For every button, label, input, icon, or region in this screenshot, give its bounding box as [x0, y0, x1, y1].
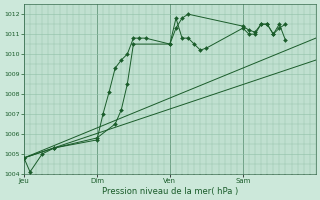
X-axis label: Pression niveau de la mer( hPa ): Pression niveau de la mer( hPa ) — [102, 187, 238, 196]
